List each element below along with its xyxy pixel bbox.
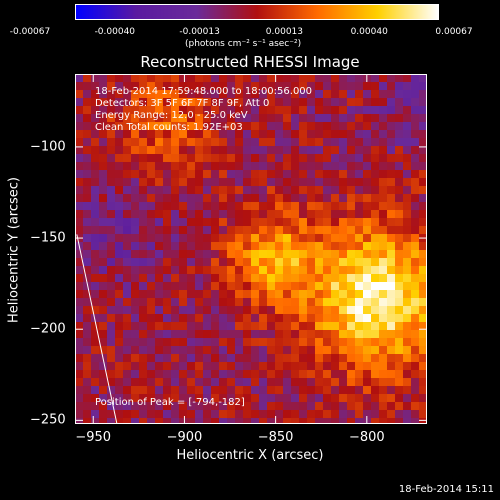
footer-timestamp: 18-Feb-2014 15:11 [398, 484, 494, 495]
y-tick-label: −200 [30, 321, 66, 337]
colorbar-tick-label: 0.00067 [435, 27, 473, 37]
info-clean: Clean Total counts: 1.92E+03 [95, 122, 243, 133]
colorbar-tick-label: -0.00067 [9, 27, 51, 37]
x-tick-label: −950 [75, 430, 112, 445]
x-axis-label: Heliocentric X (arcsec) [176, 448, 324, 463]
info-detectors: Detectors: 3F 5F 6F 7F 8F 9F, Att 0 [95, 98, 270, 109]
info-time: 18-Feb-2014 17:59:48.000 to 18:00:56.000 [95, 86, 313, 97]
y-tick-label: −100 [30, 139, 66, 155]
plot-area: 18-Feb-2014 17:59:48.000 to 18:00:56.000… [75, 74, 427, 424]
y-axis-label: Heliocentric Y (arcsec) [6, 177, 22, 323]
peak-position: Position of Peak = [-794,-182] [95, 397, 245, 408]
heatmap-image [75, 74, 427, 424]
colorbar-tick-label: -0.00013 [179, 27, 220, 37]
colorbar-tick-label: 0.00040 [350, 27, 388, 37]
x-tick-label: −900 [166, 430, 203, 445]
y-tick-label: −150 [30, 230, 66, 246]
solar-limb-line [76, 234, 118, 424]
x-tick-label: −800 [348, 430, 385, 445]
colorbar-tick-label: -0.00040 [94, 27, 136, 37]
plot-overlay [75, 74, 427, 424]
colorbar [75, 4, 439, 20]
plot-frame [75, 74, 427, 424]
chart-title: Reconstructed RHESSI Image [140, 53, 360, 71]
info-energy: Energy Range: 12.0 - 25.0 keV [95, 110, 248, 121]
y-axis-label-wrap: Heliocentric Y (arcsec) [4, 70, 24, 430]
y-tick-label: −250 [30, 412, 66, 428]
colorbar-unit: (photons cm⁻² s⁻¹ asec⁻²) [185, 39, 302, 49]
colorbar-tick-label: 0.00013 [265, 27, 303, 37]
x-tick-label: −850 [257, 430, 294, 445]
